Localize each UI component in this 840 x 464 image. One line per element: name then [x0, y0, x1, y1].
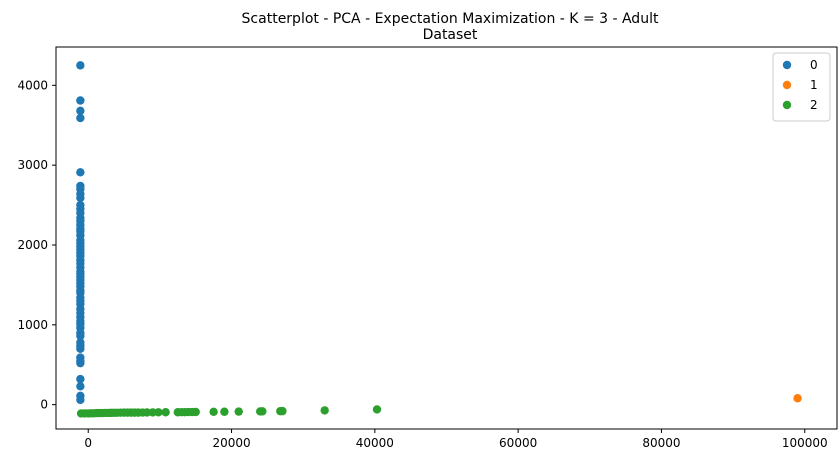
point-series-2-36: [278, 406, 287, 416]
legend-marker-2: [782, 100, 792, 110]
point-series-0-51: [76, 358, 85, 368]
point-series-0-55: [76, 395, 85, 405]
point-series-0-53: [76, 382, 85, 391]
x-tick-label-2: 40000: [356, 436, 394, 450]
chart-title-line-1: Scatterplot - PCA - Expectation Maximiza…: [242, 11, 659, 27]
point-series-0-45: [76, 331, 85, 341]
point-series-2-23: [161, 408, 170, 417]
point-series-0-48: [76, 344, 85, 353]
legend-label-0: 0: [810, 58, 818, 72]
y-tick-label-3: 3000: [17, 158, 48, 172]
point-series-2-34: [258, 407, 267, 416]
point-series-2-31: [220, 407, 229, 416]
point-series-0-52: [76, 374, 85, 384]
legend-box: [772, 52, 831, 122]
x-tick-label-0: 0: [84, 436, 92, 450]
point-series-2-37: [320, 406, 329, 415]
legend-marker-0: [782, 60, 792, 70]
legend-label-2: 2: [810, 98, 818, 112]
point-series-0-3: [76, 113, 85, 123]
point-series-0-0: [76, 61, 85, 70]
legend-marker-1: [782, 80, 792, 90]
y-tick-label-2: 2000: [17, 238, 48, 252]
y-tick-label-0: 0: [40, 398, 48, 412]
x-tick-label-3: 60000: [499, 436, 537, 450]
point-series-0-8: [76, 193, 85, 203]
plot-frame: [55, 46, 838, 430]
point-series-1-0: [793, 394, 802, 403]
y-tick-label-1: 1000: [17, 318, 48, 332]
point-series-2-30: [209, 407, 218, 417]
legend: 0 1 2: [772, 52, 831, 122]
point-series-0-2: [76, 106, 85, 116]
x-tick-label-4: 80000: [642, 436, 680, 450]
chart-title-line-2: Dataset: [423, 27, 478, 43]
point-series-2-22: [154, 408, 163, 417]
point-series-2-29: [191, 407, 200, 417]
x-tick-label-5: 100000: [782, 436, 828, 450]
legend-label-1: 1: [810, 78, 818, 92]
point-series-2-38: [372, 405, 382, 414]
x-tick-label-1: 20000: [212, 436, 250, 450]
point-series-2-32: [234, 407, 243, 416]
x-axis: 0 20000 40000 60000 80000 100000: [84, 429, 828, 450]
y-tick-label-4: 4000: [17, 78, 48, 92]
points-layer: [76, 61, 802, 418]
y-axis: 0 1000 2000 3000 4000: [17, 78, 56, 412]
point-series-0-1: [76, 96, 85, 105]
point-series-0-4: [76, 168, 85, 177]
